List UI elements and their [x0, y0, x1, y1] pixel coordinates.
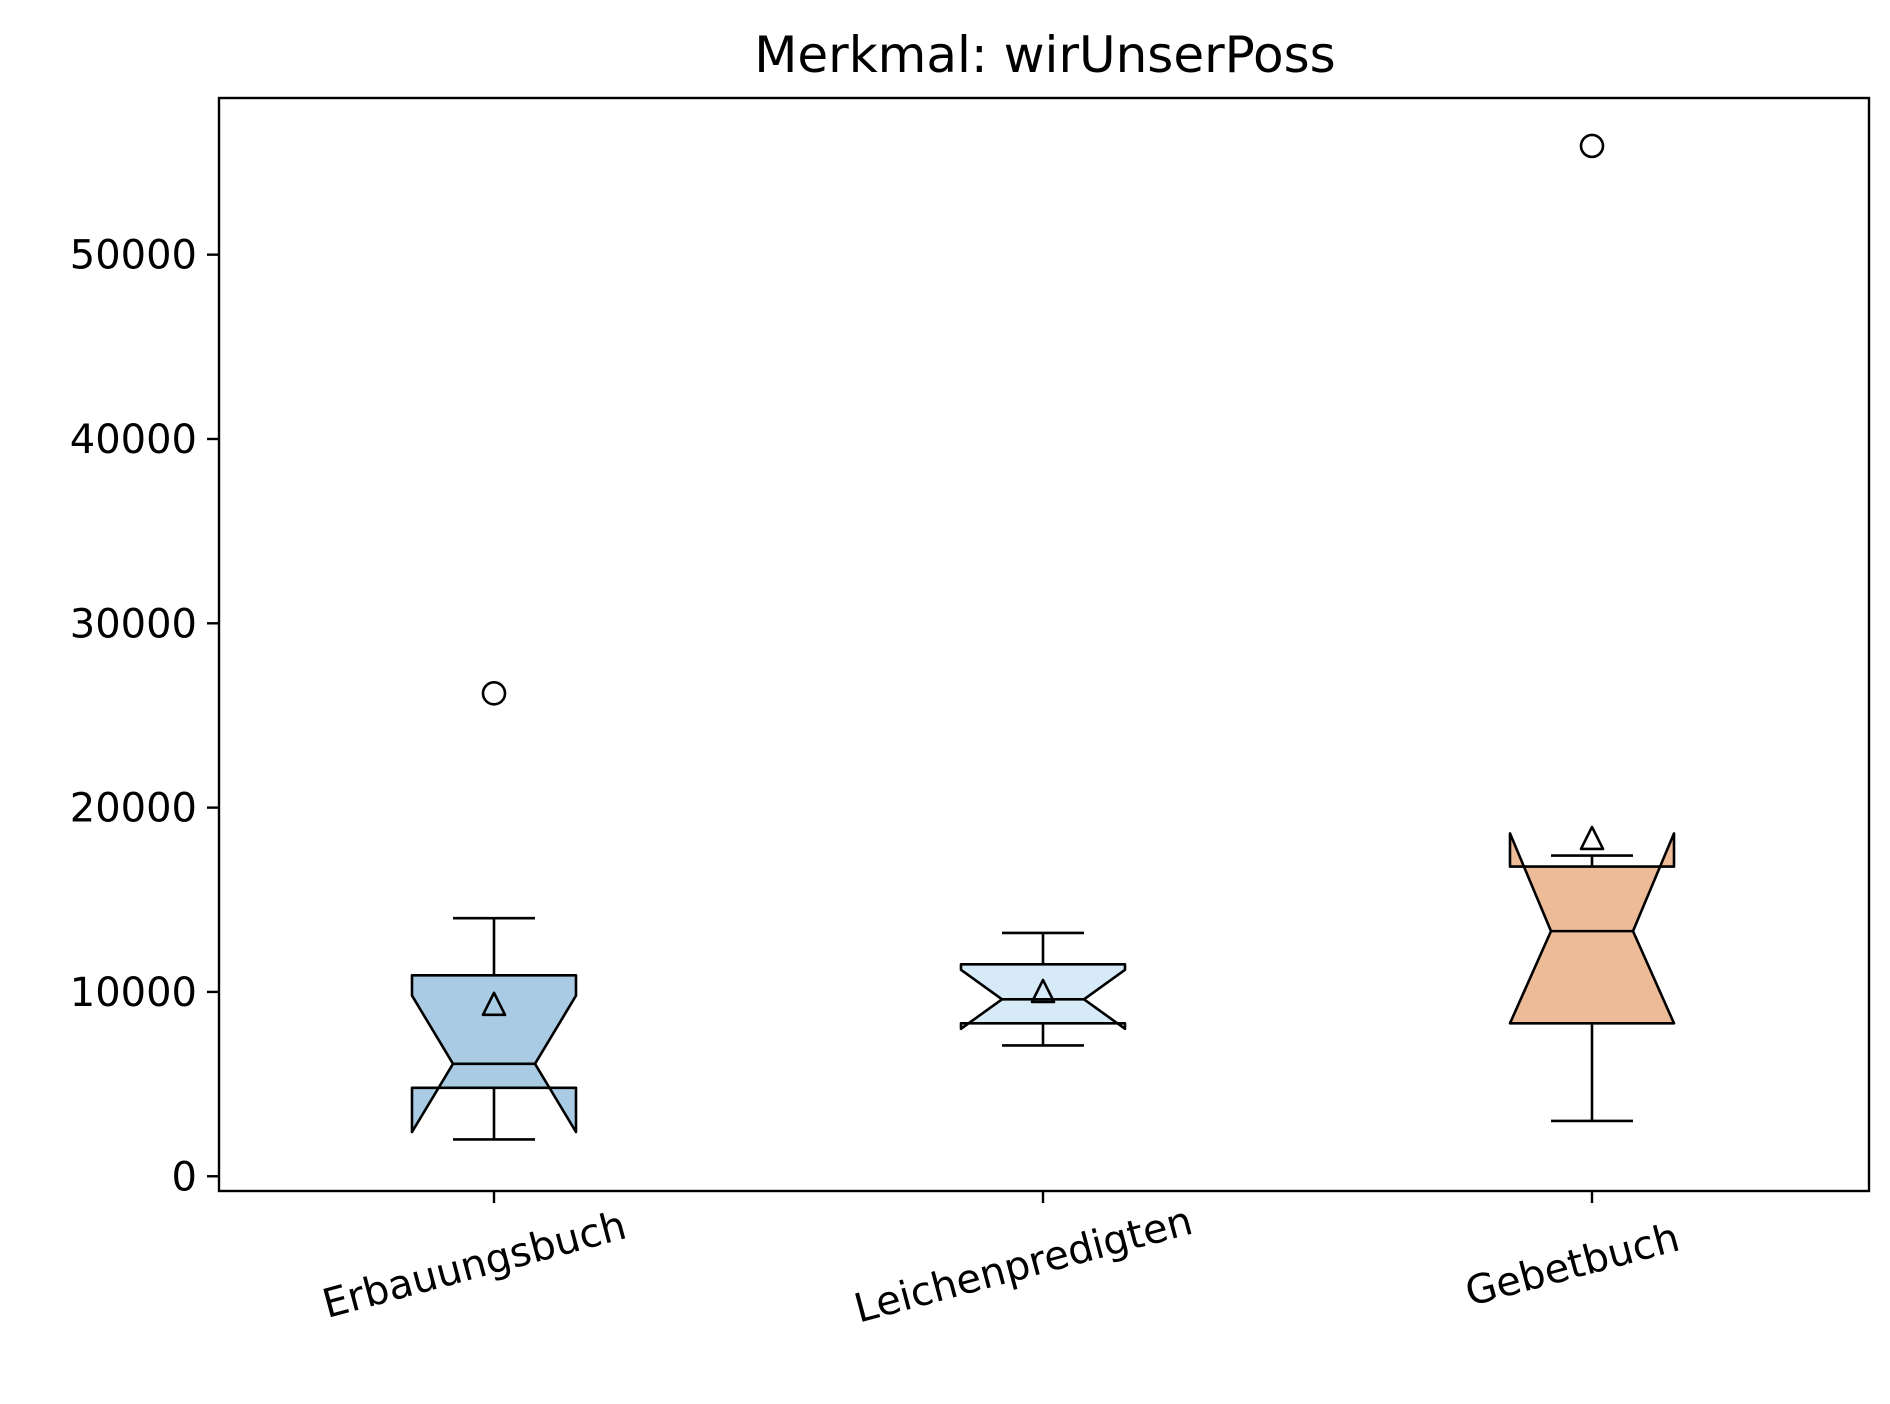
- box-group: [959, 931, 1127, 1047]
- notched-box: [959, 962, 1127, 1031]
- y-tick-label: 30000: [70, 601, 197, 647]
- y-axis: 0 10000 20000 30000 40000 50000: [70, 233, 219, 1200]
- chart-title: Merkmal: wirUnserPoss: [754, 26, 1335, 84]
- y-tick-label: 40000: [70, 417, 197, 463]
- box-group: [410, 681, 578, 1141]
- outlier-point: [1579, 133, 1605, 159]
- mean-marker: [1579, 825, 1605, 851]
- mean-marker: [1030, 978, 1056, 1004]
- y-tick-label: 50000: [70, 233, 197, 279]
- x-tick-label: Erbauungsbuch: [318, 1203, 631, 1328]
- box-group: [1508, 133, 1676, 1123]
- x-tick-label: Leichenpredigten: [850, 1198, 1198, 1332]
- outlier-point: [481, 681, 507, 706]
- notched-box: [1508, 832, 1676, 1025]
- y-tick-label: 20000: [70, 786, 197, 832]
- notched-box: [410, 973, 578, 1134]
- mean-marker: [481, 991, 507, 1017]
- y-tick-label: 10000: [70, 970, 197, 1016]
- x-axis: Erbauungsbuch Leichenpredigten Gebetbuch: [318, 1191, 1685, 1332]
- plot-area: [410, 133, 1676, 1141]
- x-tick-label: Gebetbuch: [1461, 1215, 1685, 1316]
- y-tick-label: 0: [172, 1154, 197, 1200]
